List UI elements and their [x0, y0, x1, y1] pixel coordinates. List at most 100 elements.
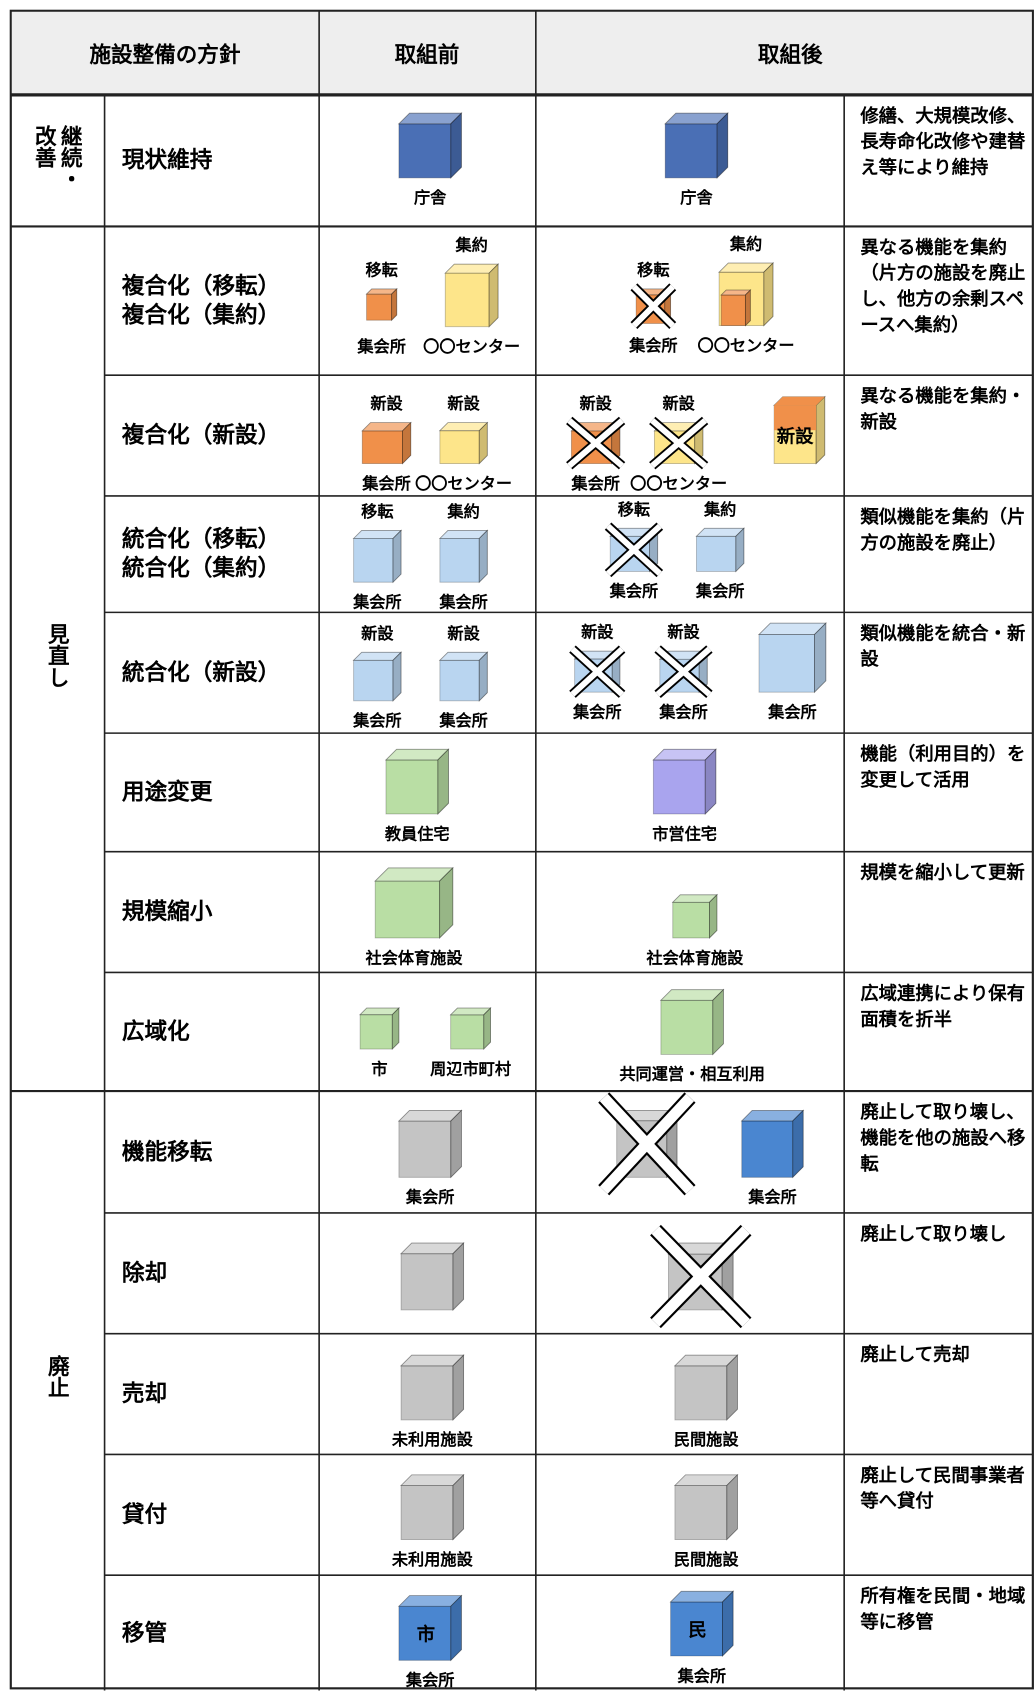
cube-face: [478, 421, 488, 465]
cube-face: [709, 893, 718, 940]
cube-face: [478, 651, 488, 702]
cube-face: [744, 288, 751, 327]
cube-face: [402, 421, 412, 465]
cube-face: [361, 430, 403, 465]
facility-label: 集会所: [748, 1187, 797, 1207]
facility-label: 集会所: [695, 581, 745, 602]
policy-line: 広域化: [121, 1018, 190, 1045]
cross-mark: [606, 523, 662, 576]
facility-label: 集会所: [609, 581, 659, 602]
header-background: [11, 11, 1032, 94]
cube-face: [815, 395, 826, 465]
cube-face: [726, 1473, 738, 1541]
cube-face: [712, 988, 724, 1056]
policy-line: 機能移転: [121, 1138, 213, 1165]
description: 異なる機能を集約（片方の施設を廃止し、他方の余剰スペースへ集約）: [860, 237, 1026, 337]
policy-name: 機能移転: [122, 1137, 213, 1166]
facility-label: 集会所: [362, 473, 411, 494]
policy-line: 統合化（集約）: [121, 555, 281, 582]
cube-face: [359, 1014, 393, 1050]
group-label: 見直し: [44, 623, 71, 688]
policy-line: 複合化（移転）: [121, 272, 281, 299]
cube-face: [483, 1007, 491, 1051]
policy-line: 統合化（移転）: [121, 526, 281, 552]
facility-label: 〇〇センター: [423, 336, 521, 357]
cube-face: [735, 527, 745, 573]
cube-top-part: [774, 405, 817, 431]
cube-face: [452, 1354, 465, 1421]
facility-label: 市営住宅: [652, 824, 717, 844]
facility-label: 集会所: [677, 1666, 727, 1686]
cube-face: [792, 1109, 804, 1179]
facility-tag: 新設: [579, 394, 612, 414]
facility-cube: [438, 529, 489, 584]
facility-tag: 新設: [581, 622, 614, 643]
facility-cube: [400, 1354, 465, 1421]
cube-face: [664, 123, 718, 179]
table-border: [9, 9, 1034, 1690]
cross-mark: [570, 646, 625, 697]
cube-face: [452, 1354, 465, 1421]
cube-face: [722, 1590, 734, 1658]
facility-cube: [365, 287, 398, 322]
policy-name: 売却: [122, 1379, 167, 1408]
cross-mark: [655, 646, 712, 697]
facility-tag: 集約: [704, 499, 737, 520]
facility-label: 集会所: [357, 336, 406, 357]
cross-mark: [650, 418, 708, 469]
facility-label: 周辺市町村: [430, 1059, 512, 1079]
facility-label: 集会所: [659, 702, 708, 722]
policy-name: 貸付: [122, 1500, 167, 1529]
facility-label: 社会体育施設: [365, 948, 463, 968]
facility-tag: 新設: [447, 623, 480, 644]
facility-label: 集会所: [405, 1670, 455, 1690]
facility-cube: [444, 263, 500, 328]
facility-tag: 移転: [361, 501, 394, 522]
policy-name: 複合化（新設）: [122, 421, 280, 450]
cube-face: [758, 634, 815, 693]
facility-tag: 集約: [447, 501, 480, 522]
facility-cube: [374, 866, 454, 940]
cube-face: [712, 988, 724, 1056]
policy-name: 移管: [122, 1618, 167, 1647]
facility-label: 集会所: [629, 335, 678, 356]
description: 修繕、大規模改修、長寿命化改修や建替え等により維持: [860, 105, 1026, 179]
facility-cube: [352, 529, 403, 584]
description: 廃止して取り壊し: [860, 1223, 1007, 1246]
cube-top-part: [774, 396, 825, 406]
facility-label: 集会所: [573, 702, 622, 722]
facility-cube: [397, 112, 463, 179]
cross-mark: [631, 284, 675, 328]
cube-face: [391, 1007, 400, 1051]
cube-face: [814, 622, 827, 694]
facility-cube: [397, 1594, 463, 1662]
facility-tag: 集約: [455, 235, 488, 255]
facility-cube: [384, 748, 450, 816]
cube-face: [674, 1485, 728, 1540]
cube-face: [437, 748, 449, 816]
facility-tag: 新設: [662, 394, 695, 414]
facility-cube: [673, 1354, 739, 1421]
cube-face: [400, 1365, 454, 1421]
cube-face: [726, 1354, 738, 1421]
cube-face: [652, 759, 706, 815]
cube-face: [763, 262, 774, 327]
facility-cube: [400, 1242, 465, 1311]
facility-tag: 移転: [637, 260, 670, 280]
facility-inside: 新設: [776, 426, 814, 448]
cube-face: [744, 288, 751, 327]
policy-name: 用途変更: [122, 778, 213, 807]
description: 規模を縮小して更新: [860, 862, 1025, 885]
policy-line: 用途変更: [121, 778, 213, 805]
facility-cube: [397, 1109, 463, 1179]
facility-label: 庁舎: [413, 188, 447, 208]
policy-line: 除却: [121, 1259, 168, 1286]
facility-cube: [438, 651, 489, 702]
cube-face: [439, 430, 480, 465]
cube-face: [439, 866, 454, 940]
cube-face: [741, 1120, 794, 1178]
cube-face: [452, 1242, 465, 1311]
facility-cube: [449, 1007, 492, 1051]
facility-cube: [359, 1007, 400, 1051]
cube-face: [391, 1007, 400, 1051]
